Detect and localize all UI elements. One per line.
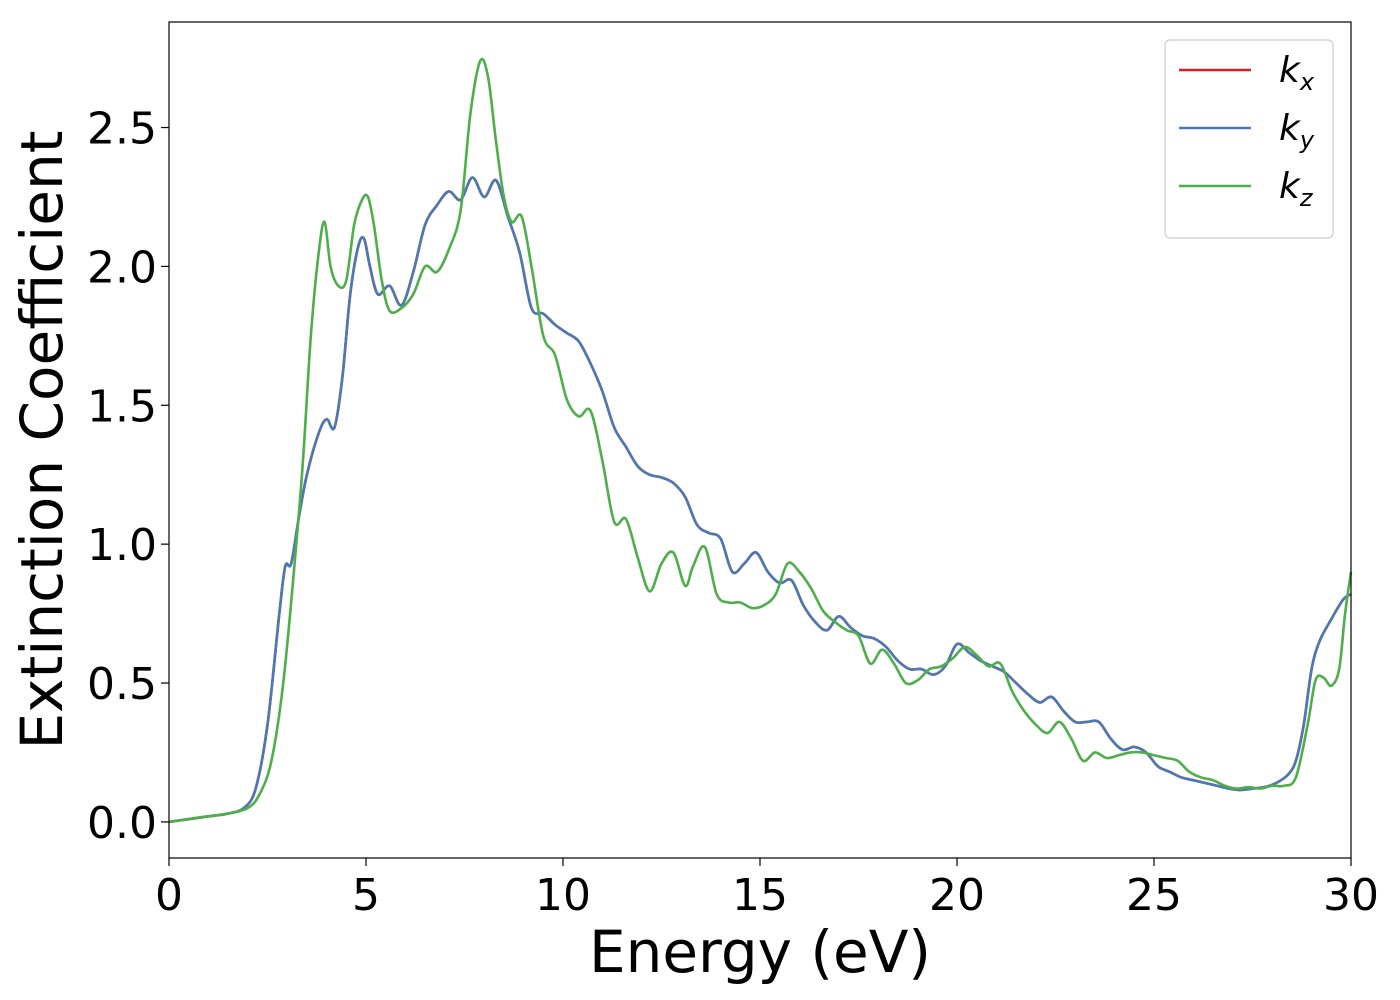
- x-tick-label: 10: [535, 870, 591, 921]
- y-tick-label: 1.5: [87, 381, 157, 432]
- plot-area: [169, 22, 1351, 858]
- y-axis: 0.0 0.5 1.0 1.5 2.0 2.5: [87, 104, 169, 849]
- x-axis: 0 5 10 15 20 25 30: [155, 858, 1379, 921]
- y-tick-label: 0.0: [87, 798, 157, 849]
- x-tick-label: 30: [1323, 870, 1379, 921]
- y-tick-label: 0.5: [87, 659, 157, 710]
- x-tick-label: 5: [352, 870, 380, 921]
- y-tick-label: 2.0: [87, 242, 157, 293]
- y-tick-label: 2.5: [87, 104, 157, 155]
- x-tick-label: 0: [155, 870, 183, 921]
- y-axis-label: Extinction Coefficient: [8, 131, 76, 750]
- series-line-kz: [168, 57, 1353, 824]
- x-tick-label: 15: [732, 870, 788, 921]
- legend-box: [1164, 39, 1334, 239]
- x-tick-label: 25: [1126, 870, 1182, 921]
- series-lines: [168, 57, 1353, 824]
- series-line-ky: [168, 176, 1352, 824]
- x-axis-label: Energy (eV): [589, 918, 931, 986]
- y-tick-label: 1.0: [87, 520, 157, 571]
- x-tick-label: 20: [929, 870, 985, 921]
